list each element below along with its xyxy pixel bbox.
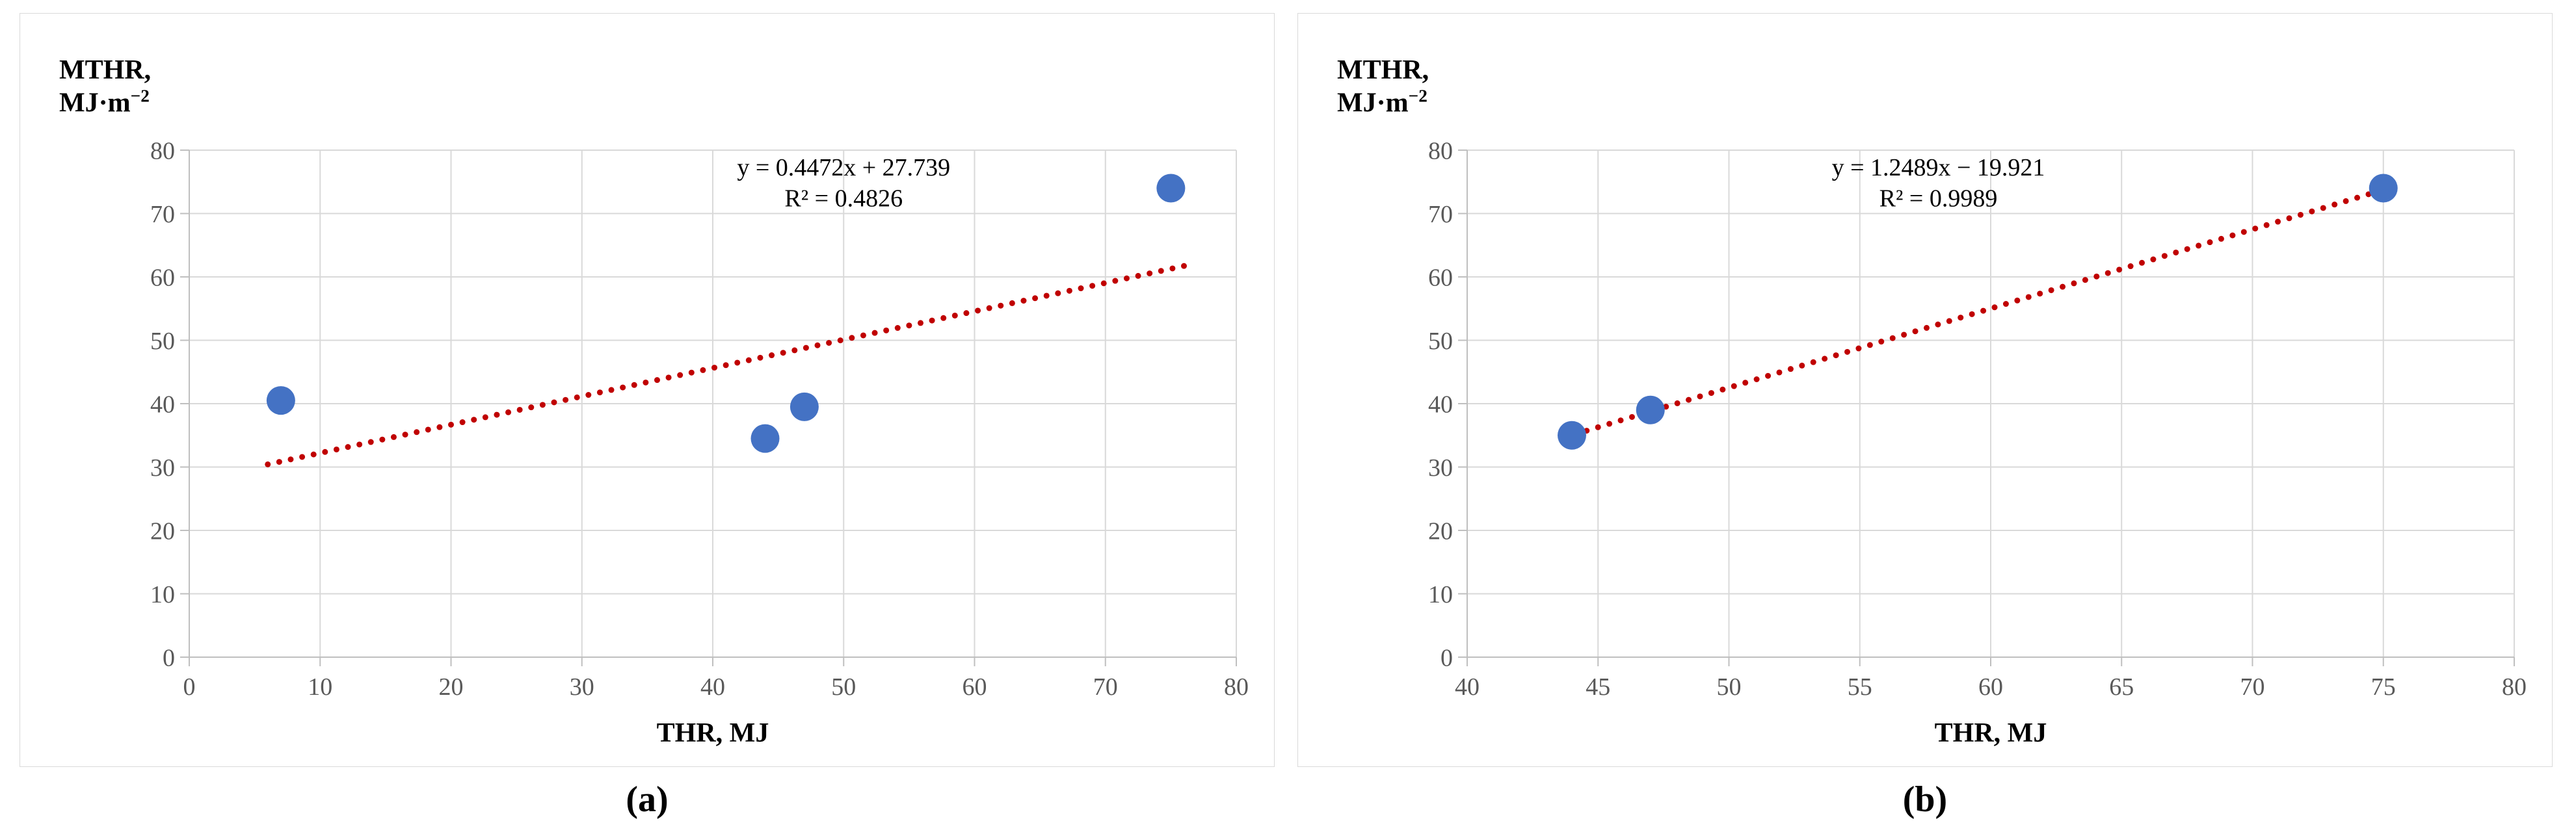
y-axis-title-line2: MJ·m−2 — [1337, 86, 1427, 118]
x-tick-label: 60 — [963, 673, 987, 701]
chart-svg-b: 40 45 50 55 60 65 70 75 80 0 10 20 30 40 50 60 70 80 y = 1… — [1298, 14, 2553, 768]
chart-svg-a: 0 10 20 30 40 50 60 70 80 0 10 20 30 40 50 60 70 80 y = 0.… — [20, 14, 1275, 768]
y-axis-title-line2: MJ·m−2 — [59, 86, 150, 118]
x-tick-label: 80 — [2502, 673, 2527, 701]
y-tick-label: 20 — [1428, 517, 1453, 545]
y-tick-label: 60 — [1428, 264, 1453, 291]
y-tick-label: 70 — [150, 201, 175, 228]
x-tick-label: 60 — [1978, 673, 2003, 701]
chart-box-b: 40 45 50 55 60 65 70 75 80 0 10 20 30 40 50 60 70 80 y = 1… — [1297, 13, 2553, 767]
y-tick-label: 80 — [1428, 137, 1453, 164]
y-tick-label: 40 — [1428, 391, 1453, 418]
chart-box-a: 0 10 20 30 40 50 60 70 80 0 10 20 30 40 50 60 70 80 y = 0.… — [20, 13, 1275, 767]
y-tick-label: 0 — [1441, 644, 1453, 671]
y-tick-label: 0 — [163, 644, 175, 671]
x-axis-title: THR, MJ — [657, 718, 769, 748]
y-tick-label: 70 — [1428, 201, 1453, 228]
x-tick-label: 10 — [308, 673, 332, 701]
x-tick-label: 20 — [439, 673, 464, 701]
x-axis-title: THR, MJ — [1935, 718, 2047, 748]
trend-equation: y = 0.4472x + 27.739 — [737, 154, 950, 181]
y-tick-label: 20 — [150, 517, 175, 545]
chart-panel-a: 0 10 20 30 40 50 60 70 80 0 10 20 30 40 50 60 70 80 y = 0.… — [20, 13, 1275, 820]
y-tick-label: 40 — [150, 391, 175, 418]
x-tick-label: 45 — [1586, 673, 1610, 701]
x-tick-label: 50 — [831, 673, 856, 701]
y-axis-title-line1: MTHR, — [1337, 55, 1429, 85]
x-tick-label: 40 — [1455, 673, 1480, 701]
y-tick-label: 30 — [1428, 454, 1453, 482]
x-tick-label: 50 — [1717, 673, 1742, 701]
trend-r2: R² = 0.9989 — [1879, 185, 1998, 213]
x-tick-label: 0 — [183, 673, 196, 701]
y-axis-title-line1: MTHR, — [59, 55, 151, 85]
y-tick-label: 50 — [150, 328, 175, 355]
trend-r2: R² = 0.4826 — [784, 185, 903, 213]
x-tick-label: 40 — [700, 673, 725, 701]
y-tick-label: 30 — [150, 454, 175, 482]
trend-equation: y = 1.2489x − 19.921 — [1832, 154, 2045, 181]
x-tick-label: 55 — [1848, 673, 1872, 701]
y-tick-label: 10 — [1428, 581, 1453, 608]
x-tick-label: 65 — [2109, 673, 2134, 701]
y-tick-label: 60 — [150, 264, 175, 291]
panel-caption-a: (a) — [20, 779, 1275, 820]
x-tick-label: 75 — [2371, 673, 2396, 701]
x-tick-label: 30 — [570, 673, 594, 701]
x-tick-label: 70 — [2240, 673, 2265, 701]
y-tick-label: 80 — [150, 137, 175, 164]
y-tick-label: 50 — [1428, 328, 1453, 355]
chart-panel-b: 40 45 50 55 60 65 70 75 80 0 10 20 30 40 50 60 70 80 y = 1… — [1297, 13, 2553, 820]
panel-caption-b: (b) — [1297, 779, 2553, 820]
y-tick-label: 10 — [150, 581, 175, 608]
x-tick-label: 80 — [1224, 673, 1249, 701]
x-tick-label: 70 — [1093, 673, 1118, 701]
figure-container: 0 10 20 30 40 50 60 70 80 0 10 20 30 40 50 60 70 80 y = 0.… — [0, 0, 2576, 832]
